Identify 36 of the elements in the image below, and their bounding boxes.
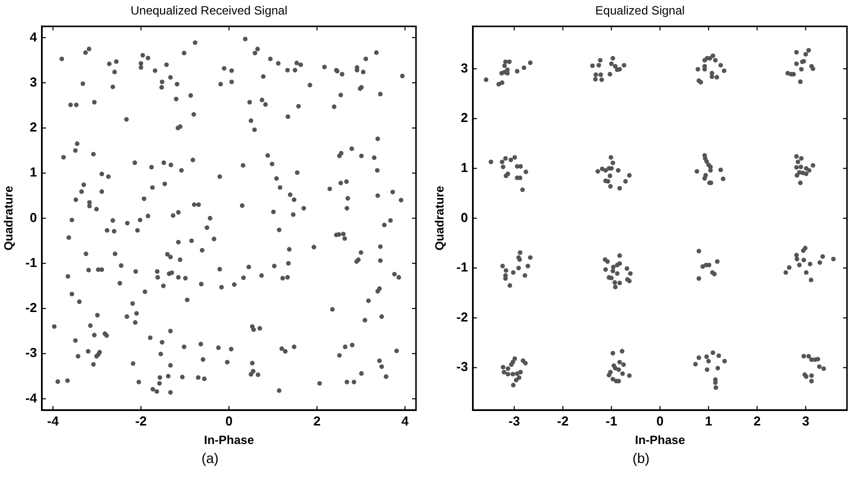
y-tick-label: 0 bbox=[30, 210, 37, 225]
x-tick-label: 1 bbox=[704, 413, 712, 428]
y-tick-label: -1 bbox=[456, 260, 468, 275]
y-tick-label: 2 bbox=[460, 110, 468, 126]
x-axis-title: In-Phase bbox=[204, 433, 254, 448]
y-tick-label: 3 bbox=[460, 60, 468, 76]
y-tick-label: 1 bbox=[460, 160, 468, 175]
y-tick-label: 3 bbox=[30, 74, 37, 90]
y-tick-label: 2 bbox=[30, 120, 37, 135]
x-tick-label: 2 bbox=[313, 413, 321, 428]
x-tick-label: -1 bbox=[606, 413, 618, 428]
y-tick-label: -1 bbox=[25, 254, 37, 270]
text: (a) bbox=[200, 450, 220, 466]
y-tick-label: -2 bbox=[456, 309, 468, 324]
text: (b) bbox=[631, 450, 651, 466]
y-tick-label: -3 bbox=[25, 345, 37, 360]
chart-title: Unequalized Received Signal bbox=[130, 4, 288, 18]
y-tick-label: -3 bbox=[456, 359, 468, 374]
y-axis-title: Quadrature bbox=[432, 186, 447, 251]
y-tick-label: 4 bbox=[30, 29, 38, 44]
x-tick-label: -2 bbox=[557, 413, 569, 428]
x-tick-label: 4 bbox=[401, 413, 410, 428]
y-tick-label: 0 bbox=[460, 210, 468, 225]
x-axis-title: In-Phase bbox=[634, 433, 686, 448]
x-tick-label: -2 bbox=[135, 413, 147, 428]
x-tick-label: 2 bbox=[754, 413, 761, 428]
chart-title: Equalized Signal bbox=[595, 4, 685, 18]
y-tick-label: 1 bbox=[30, 164, 37, 180]
x-tick-label: -4 bbox=[47, 413, 60, 428]
y-tick-label: -2 bbox=[25, 300, 37, 316]
x-tick-label: 3 bbox=[802, 413, 810, 428]
y-axis-title: Quadrature bbox=[2, 186, 16, 251]
x-tick-label: 0 bbox=[656, 413, 664, 428]
y-tick-label: -4 bbox=[25, 390, 38, 406]
x-tick-label: 0 bbox=[225, 413, 233, 428]
x-tick-label: -3 bbox=[508, 413, 520, 428]
